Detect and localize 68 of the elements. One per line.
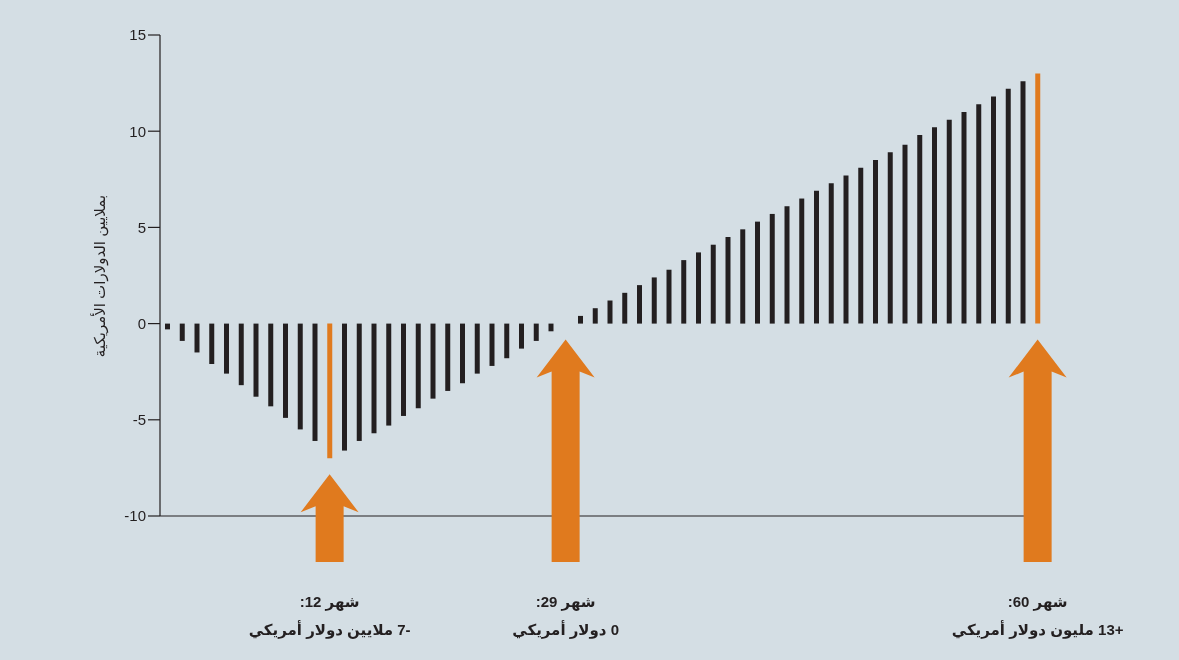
bar bbox=[504, 323, 510, 359]
bar bbox=[415, 323, 421, 409]
y-tick-label: 15 bbox=[129, 26, 146, 44]
text: شهر 29: 0 دولار أمريكي bbox=[512, 592, 620, 641]
bar bbox=[386, 323, 392, 426]
bar bbox=[799, 198, 805, 324]
y-axis-title: بملايين الدولارات الأمريكية bbox=[91, 194, 109, 357]
bar bbox=[401, 323, 406, 416]
bar bbox=[238, 323, 244, 386]
bar bbox=[445, 323, 451, 391]
bar bbox=[179, 323, 185, 341]
bar bbox=[194, 323, 200, 353]
bar bbox=[474, 323, 480, 374]
bar bbox=[946, 119, 952, 324]
bar bbox=[902, 144, 908, 324]
bar bbox=[976, 104, 982, 324]
bar bbox=[651, 277, 657, 324]
y-tick-label: 5 bbox=[137, 218, 146, 236]
bar bbox=[356, 323, 362, 441]
bar bbox=[607, 300, 613, 324]
bar bbox=[489, 323, 495, 366]
bar bbox=[548, 323, 554, 332]
bar bbox=[725, 237, 731, 324]
bar bbox=[991, 96, 996, 324]
bar bbox=[696, 252, 701, 324]
bar bbox=[784, 206, 790, 324]
bar bbox=[460, 323, 465, 384]
bar bbox=[1005, 88, 1011, 324]
bar bbox=[327, 323, 333, 459]
bar bbox=[342, 323, 347, 451]
bar bbox=[637, 285, 642, 324]
y-tick-label: -10 bbox=[124, 507, 146, 525]
bar bbox=[430, 323, 436, 399]
bar bbox=[858, 167, 864, 324]
y-tick-label: 10 bbox=[129, 122, 146, 140]
bar bbox=[592, 308, 598, 324]
bar bbox=[533, 323, 539, 341]
bar bbox=[1020, 81, 1026, 324]
bar bbox=[932, 127, 937, 324]
bar bbox=[371, 323, 377, 434]
text: شهر 60: +13 مليون دولار أمريكي bbox=[951, 592, 1124, 641]
bar bbox=[622, 292, 628, 324]
bar bbox=[814, 190, 819, 324]
bar bbox=[843, 175, 849, 324]
y-tick-label: -5 bbox=[132, 411, 146, 429]
bar bbox=[710, 244, 716, 324]
text: شهر 12: -7 ملايين دولار أمريكي bbox=[248, 592, 411, 641]
bar bbox=[828, 183, 834, 324]
bar bbox=[224, 323, 229, 374]
bar bbox=[268, 323, 274, 407]
bar bbox=[681, 260, 687, 324]
bar bbox=[519, 323, 524, 349]
y-tick-label: 0 bbox=[137, 314, 146, 332]
bar bbox=[666, 269, 672, 324]
bar bbox=[297, 323, 303, 430]
bar bbox=[917, 135, 923, 324]
bar bbox=[1035, 73, 1041, 324]
bar bbox=[769, 213, 775, 324]
bar bbox=[873, 160, 878, 324]
bar bbox=[755, 221, 760, 324]
bar bbox=[312, 323, 318, 441]
bar bbox=[283, 323, 288, 418]
bar bbox=[209, 323, 215, 364]
bar bbox=[253, 323, 259, 397]
bar bbox=[740, 229, 746, 324]
bar bbox=[961, 111, 967, 324]
bar bbox=[887, 152, 893, 324]
bar bbox=[578, 315, 583, 324]
